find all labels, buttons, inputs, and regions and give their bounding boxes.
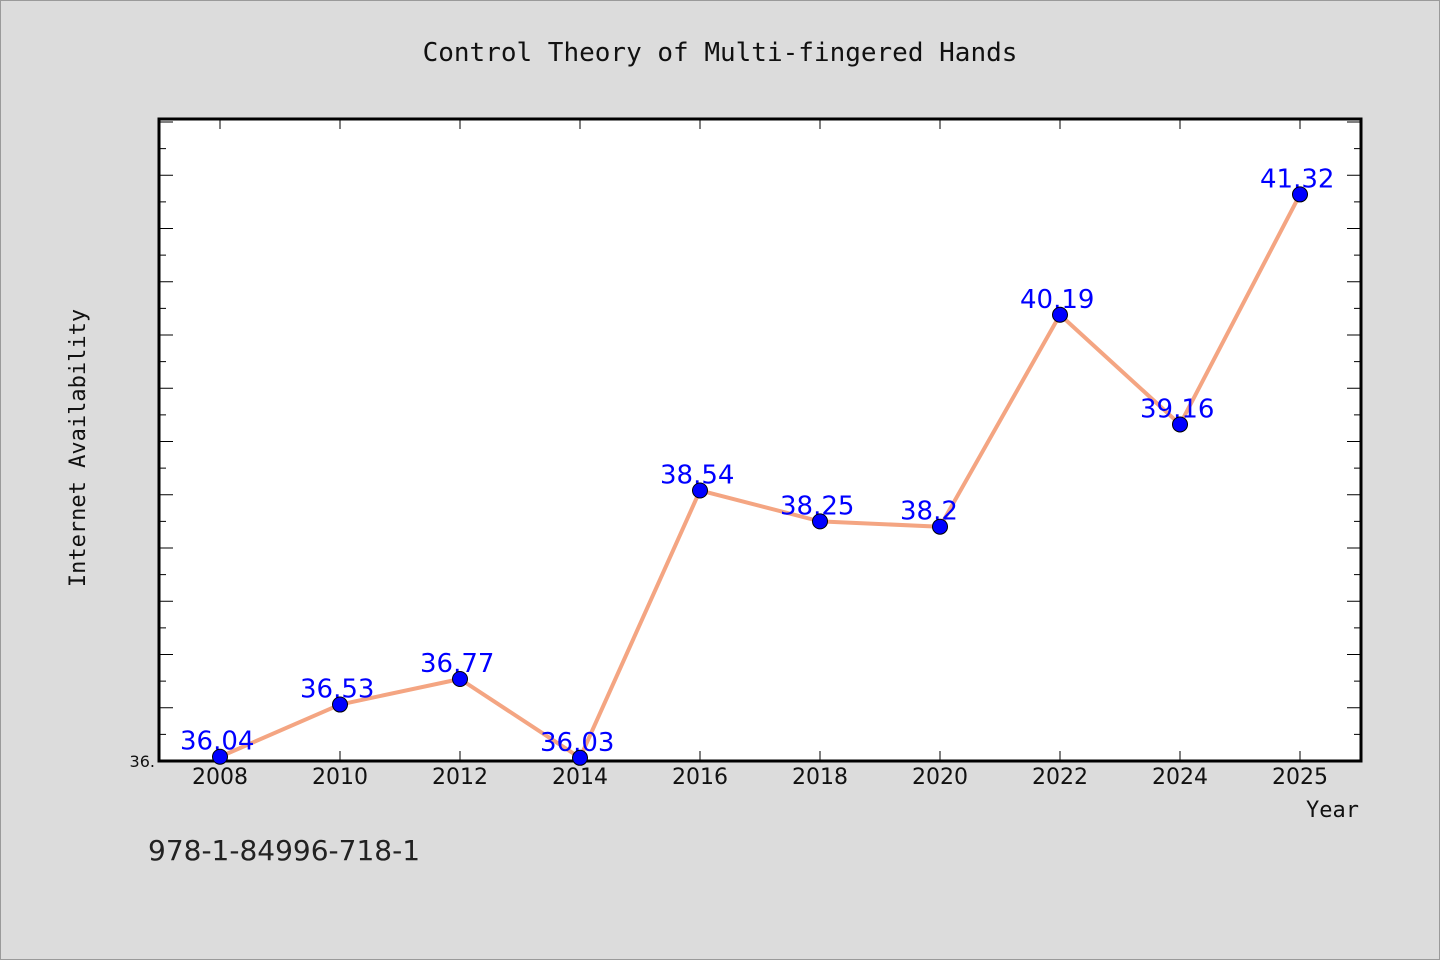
x-tick-label: 2018: [792, 765, 848, 790]
x-tick-label: 2014: [552, 765, 608, 790]
data-point: [1172, 416, 1188, 433]
series-line: [219, 193, 1302, 760]
data-point: [572, 749, 588, 766]
data-point: [812, 513, 828, 530]
x-tick-label: 2012: [432, 765, 488, 790]
y-axis-ticks: [159, 121, 1361, 762]
y-tick-label: 36.: [130, 752, 155, 771]
data-label: 38.2: [900, 497, 958, 527]
isbn-text: 978-1-84996-718-1: [148, 834, 421, 867]
x-axis-ticks: [219, 119, 1301, 761]
data-point: [212, 748, 228, 765]
data-point: [452, 670, 468, 687]
data-point: [1292, 186, 1308, 203]
chart-title: Control Theory of Multi-fingered Hands: [423, 38, 1018, 68]
plot-area: [157, 117, 1363, 763]
x-tick-label: 2024: [1152, 765, 1208, 790]
data-point: [692, 482, 708, 499]
x-tick-label: 2016: [672, 765, 728, 790]
y-axis-label: Internet Availability: [66, 309, 91, 587]
x-axis-tick-labels: 2008 2010 2012 2014 2016 2018 2020 2022 2024 2025: [192, 765, 1328, 790]
x-tick-label: 2025: [1272, 765, 1328, 790]
data-point: [1052, 306, 1068, 323]
x-axis-label: Year: [1306, 798, 1359, 823]
x-tick-label: 2022: [1032, 765, 1088, 790]
x-tick-label: 2020: [912, 765, 968, 790]
y-axis-tick-labels: 36.: [130, 752, 155, 771]
x-tick-label: 2010: [312, 765, 368, 790]
data-markers: [212, 186, 1308, 766]
data-point: [932, 518, 948, 535]
x-tick-label: 2008: [192, 765, 248, 790]
data-point: [332, 696, 348, 713]
